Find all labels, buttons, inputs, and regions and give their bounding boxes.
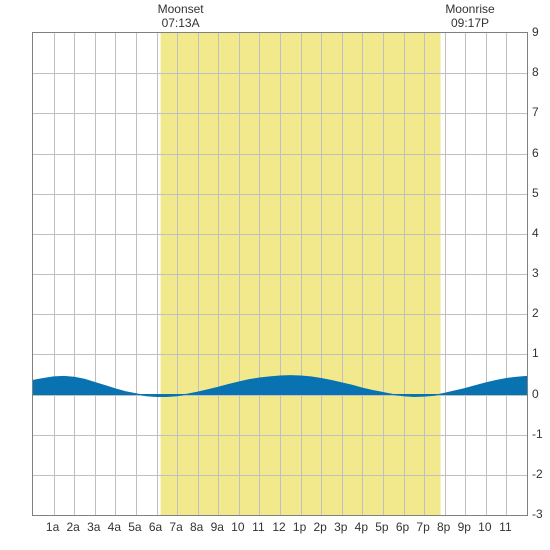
x-tick-label: 8p — [437, 520, 450, 534]
top-annotations: Moonset 07:13A Moonrise 09:17P — [0, 0, 550, 30]
y-tick-label: -3 — [532, 507, 550, 521]
x-tick-label: 6a — [149, 520, 162, 534]
y-tick-label: 5 — [532, 186, 550, 200]
y-tick-label: 3 — [532, 266, 550, 280]
moonset-annotation: Moonset 07:13A — [141, 2, 221, 30]
chart-svg — [33, 33, 527, 515]
x-tick-label: 7p — [416, 520, 429, 534]
x-tick-label: 10 — [478, 520, 491, 534]
plot-area — [32, 32, 528, 516]
y-tick-label: 2 — [532, 306, 550, 320]
x-tick-label: 5a — [128, 520, 141, 534]
y-tick-label: 6 — [532, 146, 550, 160]
y-tick-label: 4 — [532, 226, 550, 240]
x-tick-label: 2a — [66, 520, 79, 534]
x-tick-label: 3a — [87, 520, 100, 534]
x-tick-label: 1a — [46, 520, 59, 534]
x-tick-label: 1p — [293, 520, 306, 534]
y-tick-label: 7 — [532, 105, 550, 119]
moonrise-time: 09:17P — [430, 16, 510, 30]
x-tick-label: 4p — [355, 520, 368, 534]
x-tick-label: 5p — [375, 520, 388, 534]
y-tick-label: 0 — [532, 387, 550, 401]
x-tick-label: 6p — [396, 520, 409, 534]
x-tick-label: 3p — [334, 520, 347, 534]
y-tick-label: 1 — [532, 346, 550, 360]
x-tick-label: 2p — [313, 520, 326, 534]
moonset-time: 07:13A — [141, 16, 221, 30]
x-tick-label: 12 — [272, 520, 285, 534]
x-tick-label: 7a — [169, 520, 182, 534]
y-tick-label: -2 — [532, 467, 550, 481]
x-tick-label: 4a — [108, 520, 121, 534]
moonrise-annotation: Moonrise 09:17P — [430, 2, 510, 30]
x-tick-label: 11 — [499, 520, 511, 534]
x-tick-label: 9p — [458, 520, 471, 534]
moonset-title: Moonset — [141, 2, 221, 16]
y-tick-label: -1 — [532, 427, 550, 441]
tide-chart-container: Moonset 07:13A Moonrise 09:17P -3-2-1012… — [0, 0, 550, 550]
x-tick-label: 8a — [190, 520, 203, 534]
x-tick-label: 11 — [252, 520, 264, 534]
y-tick-label: 9 — [532, 25, 550, 39]
x-tick-label: 10 — [231, 520, 244, 534]
moonrise-title: Moonrise — [430, 2, 510, 16]
x-tick-label: 9a — [211, 520, 224, 534]
y-tick-label: 8 — [532, 65, 550, 79]
